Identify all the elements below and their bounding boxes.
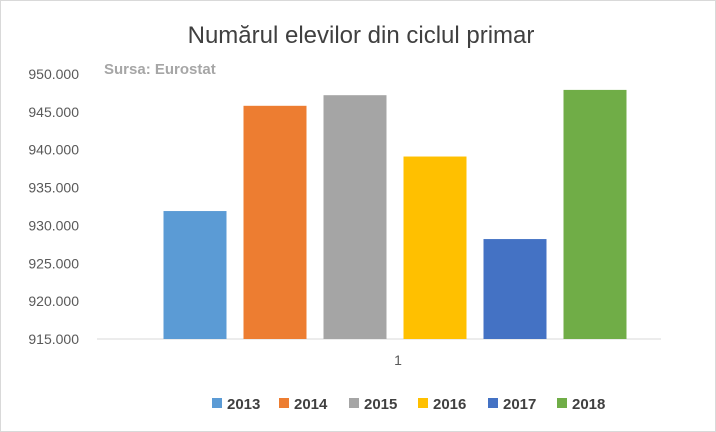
bars-group xyxy=(163,89,627,340)
legend-swatch xyxy=(212,398,222,408)
y-tick-label: 940.000 xyxy=(28,142,79,158)
legend-swatch xyxy=(557,398,567,408)
y-tick-label: 915.000 xyxy=(28,331,79,347)
x-tick-label: 1 xyxy=(394,352,402,368)
y-tick-label: 935.000 xyxy=(28,180,79,196)
legend-swatch xyxy=(418,398,428,408)
y-tick-label: 950.000 xyxy=(28,66,79,82)
legend-item-2015: 2015 xyxy=(349,396,397,413)
legend-label: 2018 xyxy=(572,396,605,413)
legend-item-2013: 2013 xyxy=(212,396,260,413)
y-axis: 915.000 920.000 925.000 930.000 935.000 940.0… xyxy=(28,66,79,347)
y-tick-label: 920.000 xyxy=(28,293,79,309)
bar-2016 xyxy=(403,156,467,339)
y-tick-label: 945.000 xyxy=(28,104,79,120)
y-tick-label: 930.000 xyxy=(28,217,79,233)
bar-2017 xyxy=(483,239,547,339)
legend-item-2016: 2016 xyxy=(418,396,466,413)
bar-2014 xyxy=(243,105,307,339)
bar-2013 xyxy=(163,211,227,339)
legend-label: 2017 xyxy=(503,396,536,413)
legend-item-2017: 2017 xyxy=(488,396,536,413)
legend-label: 2016 xyxy=(433,396,466,413)
bar-2015 xyxy=(323,95,387,339)
legend-label: 2013 xyxy=(227,396,260,413)
legend-item-2014: 2014 xyxy=(279,396,328,413)
legend-swatch xyxy=(349,398,359,408)
legend-label: 2015 xyxy=(364,396,397,413)
legend: 2013 2014 2015 2016 2017 2018 xyxy=(212,396,605,413)
legend-item-2018: 2018 xyxy=(557,396,605,413)
chart-title: Numărul elevilor din ciclul primar xyxy=(188,22,535,49)
y-tick-label: 925.000 xyxy=(28,255,79,271)
legend-label: 2014 xyxy=(294,396,328,413)
bar-2018 xyxy=(563,89,627,340)
source-annotation: Sursa: Eurostat xyxy=(104,61,216,78)
legend-swatch xyxy=(488,398,498,408)
legend-swatch xyxy=(279,398,289,408)
